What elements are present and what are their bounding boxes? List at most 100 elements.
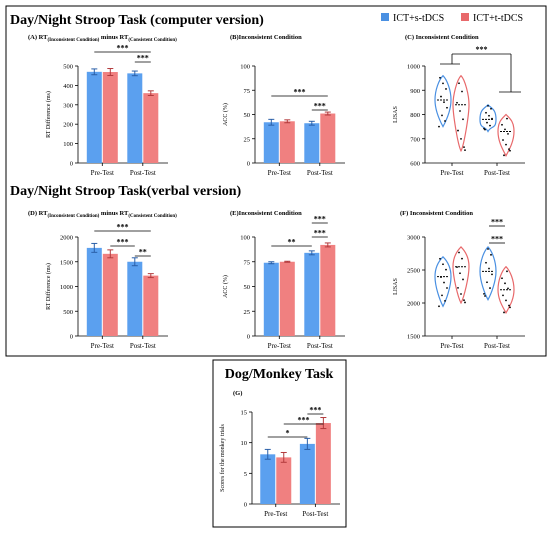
x-tick-label: Post-Test [130, 169, 156, 177]
y-axis-label: ACC (%) [222, 103, 229, 126]
bar-active [143, 93, 159, 163]
panel-d-title: (D) RT(Inconsistent Condition) minus RT(… [28, 210, 177, 219]
x-tick-label: Pre-Test [91, 169, 114, 177]
data-point [442, 263, 444, 266]
data-point [442, 82, 444, 85]
data-point [508, 304, 510, 307]
chart-a: 0 100 200 300 400 500 RT Difference (ms) Pre-Te… [45, 44, 168, 177]
x-tick-label: Post-Test [307, 342, 333, 350]
data-point [441, 294, 443, 297]
data-point [462, 278, 464, 281]
bar-active [320, 244, 336, 336]
data-point [490, 107, 492, 110]
y-tick-label: 100 [240, 64, 250, 71]
x-tick-label: Pre-Test [268, 342, 291, 350]
data-point [505, 299, 507, 302]
sig-label: ** [139, 248, 147, 257]
x-tick-label: Pre-Test [440, 342, 463, 350]
data-point [501, 123, 503, 126]
y-tick-label: 3000 [407, 235, 420, 242]
data-point [490, 253, 492, 256]
data-point [456, 101, 458, 104]
data-point [491, 273, 493, 276]
data-point [458, 251, 460, 254]
data-point [457, 286, 459, 289]
data-point [501, 277, 503, 280]
data-point [491, 117, 493, 120]
data-point [464, 301, 466, 304]
y-tick-label: 10 [241, 440, 248, 447]
data-point [484, 295, 486, 297]
data-point [462, 118, 464, 121]
data-point [485, 111, 487, 114]
data-point [486, 281, 488, 284]
panel-e-title: (E)Inconsistent Condition [230, 210, 302, 217]
panel-c-title: (C) Inconsistent Condition [405, 34, 479, 41]
y-tick-label: 500 [63, 309, 73, 316]
data-point [444, 120, 446, 122]
y-tick-label: 700 [410, 136, 420, 143]
data-point [439, 257, 441, 260]
sig-label: ** [288, 238, 296, 247]
panel-b-title: (B)Inconsistent Condition [230, 34, 302, 41]
data-point [502, 294, 504, 297]
data-point [443, 281, 445, 284]
data-point [486, 121, 488, 124]
bar-active [315, 423, 331, 504]
violin-sham [479, 246, 497, 301]
bar-sham [86, 71, 102, 163]
y-tick-label: 0 [247, 334, 250, 341]
chart-b: 0 25 50 75 100 ACC (%) Pre-Test Post-Test *** *** [222, 64, 345, 177]
sig-label: *** [491, 218, 503, 227]
x-tick-label: Pre-Test [264, 510, 287, 518]
y-tick-label: 25 [244, 136, 251, 143]
legend-swatch-sham [381, 13, 389, 21]
bar-active [102, 72, 118, 163]
y-tick-label: 100 [63, 141, 73, 148]
data-point [487, 248, 489, 250]
y-tick-label: 300 [63, 102, 73, 109]
data-point [463, 299, 465, 302]
data-point [445, 268, 447, 271]
bar-sham [86, 247, 102, 336]
data-point [460, 137, 462, 140]
chart-f: 1500 2000 2500 3000 LISAS Pre-Test Post-Test **… [393, 218, 525, 350]
data-point [508, 148, 510, 151]
data-point [483, 292, 485, 295]
y-axis-label: LISAS [393, 106, 399, 123]
section-title-computer: Day/Night Stroop Task (computer version) [10, 13, 264, 28]
bar-sham [263, 122, 279, 163]
y-tick-label: 600 [410, 161, 420, 168]
y-tick-label: 0 [70, 334, 73, 341]
y-tick-label: 2500 [407, 268, 420, 275]
sig-label: *** [298, 416, 310, 425]
sig-label: *** [476, 45, 488, 54]
y-tick-label: 900 [410, 88, 420, 95]
sig-label: * [286, 429, 290, 438]
violin-active [497, 265, 515, 315]
sig-label: *** [294, 88, 306, 97]
bar-active [320, 113, 336, 163]
data-point [444, 299, 446, 302]
data-point [441, 114, 443, 117]
data-point [438, 125, 440, 128]
data-point [439, 76, 441, 79]
data-point [438, 305, 440, 308]
sig-label: *** [137, 54, 149, 63]
data-point [440, 276, 442, 278]
x-tick-label: Pre-Test [440, 169, 463, 177]
x-tick-label: Post-Test [302, 510, 328, 518]
y-axis-label: RT Difference (ms) [45, 91, 52, 138]
x-tick-label: Post-Test [307, 169, 333, 177]
y-tick-label: 1000 [407, 64, 420, 71]
data-point [445, 88, 447, 90]
data-point [485, 261, 487, 264]
sig-label: *** [491, 235, 503, 244]
sig-label: *** [314, 102, 326, 111]
bar-sham [127, 261, 143, 336]
bar-active [143, 275, 159, 336]
y-tick-label: 5 [244, 471, 247, 478]
violin-active [497, 113, 515, 157]
data-point [458, 82, 460, 85]
data-point [506, 117, 508, 120]
